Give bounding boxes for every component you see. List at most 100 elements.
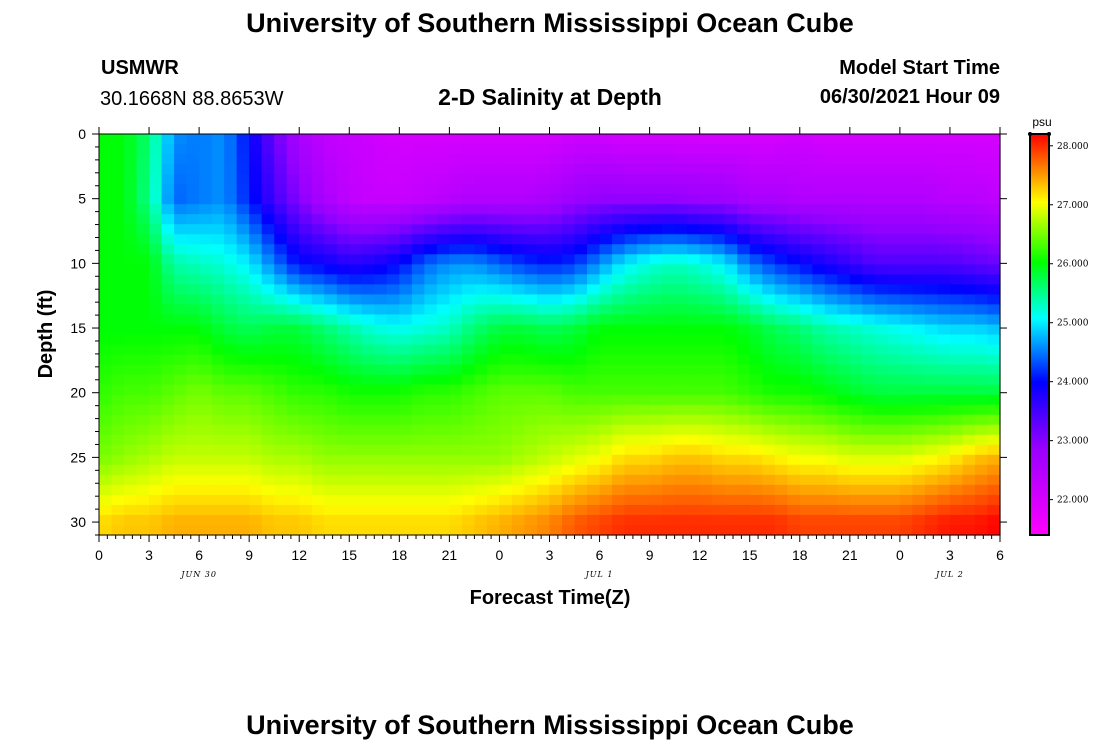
heatmap-cell: [124, 184, 138, 195]
heatmap-cell: [424, 514, 438, 526]
heatmap-cell: [461, 384, 476, 396]
heatmap-cell: [962, 384, 976, 396]
heatmap-cell: [924, 514, 939, 526]
heatmap-cell: [411, 284, 425, 296]
heatmap-cell: [386, 234, 400, 245]
heatmap-cell: [374, 424, 388, 436]
heatmap-cell: [787, 314, 801, 326]
heatmap-cell: [136, 354, 150, 366]
heatmap-cell: [449, 164, 463, 175]
heatmap-cell: [361, 424, 375, 436]
heatmap-cell: [274, 294, 288, 306]
heatmap-cell: [511, 344, 526, 356]
heatmap-cell: [862, 204, 876, 215]
heatmap-cell: [987, 164, 1001, 175]
heatmap-cell: [762, 424, 776, 436]
heatmap-cell: [349, 134, 363, 145]
heatmap-cell: [574, 484, 588, 496]
heatmap-cell: [299, 194, 313, 205]
heatmap-cell: [687, 134, 701, 145]
heatmap-cell: [549, 354, 563, 366]
heatmap-cell: [887, 254, 901, 265]
heatmap-cell: [324, 254, 338, 265]
heatmap-cell: [336, 274, 350, 285]
heatmap-cell: [124, 264, 138, 275]
heatmap-cell: [424, 154, 438, 165]
heatmap-cell: [712, 174, 726, 185]
heatmap-cell: [336, 444, 350, 456]
heatmap-cell: [837, 404, 851, 416]
heatmap-cell: [774, 304, 788, 316]
heatmap-cell: [524, 374, 538, 386]
heatmap-cell: [536, 244, 551, 255]
heatmap-cell: [149, 204, 163, 215]
heatmap-cell: [511, 294, 526, 306]
heatmap-cell: [186, 154, 200, 165]
heatmap-cell: [974, 414, 989, 426]
heatmap-cell: [511, 194, 526, 205]
heatmap-cell: [874, 264, 888, 275]
heatmap-cell: [499, 514, 513, 526]
heatmap-cell: [899, 324, 913, 336]
heatmap-cell: [887, 324, 901, 336]
heatmap-cell: [787, 484, 801, 496]
heatmap-cell: [311, 244, 325, 255]
heatmap-cell: [637, 334, 651, 346]
colorbar: [1029, 133, 1050, 536]
heatmap-cell: [849, 164, 863, 175]
heatmap-cell: [361, 134, 375, 145]
heatmap-cell: [274, 194, 288, 205]
heatmap-cell: [574, 254, 588, 265]
heatmap-cell: [974, 214, 989, 225]
heatmap-cell: [874, 174, 888, 185]
heatmap-cell: [762, 334, 776, 346]
heatmap-cell: [224, 144, 238, 155]
heatmap-cell: [837, 244, 851, 255]
heatmap-cell: [111, 444, 125, 456]
heatmap-cell: [124, 394, 138, 406]
heatmap-cell: [874, 414, 888, 426]
heatmap-cell: [712, 464, 726, 476]
x-tick-label: 3: [546, 547, 554, 563]
heatmap-cell: [899, 414, 913, 426]
heatmap-cell: [637, 274, 651, 285]
heatmap-cell: [899, 224, 913, 235]
heatmap-cell: [862, 454, 876, 466]
heatmap-cell: [361, 224, 375, 235]
heatmap-cell: [937, 444, 951, 456]
heatmap-cell: [349, 354, 363, 366]
heatmap-cell: [799, 214, 813, 225]
heatmap-cell: [974, 154, 989, 165]
heatmap-cell: [774, 254, 788, 265]
heatmap-cell: [511, 224, 526, 235]
heatmap-cell: [99, 434, 113, 446]
heatmap-cell: [186, 484, 200, 496]
heatmap-cell: [862, 294, 876, 306]
heatmap-cell: [236, 464, 250, 476]
heatmap-cell: [762, 384, 776, 396]
heatmap-cell: [211, 494, 225, 506]
heatmap-cell: [149, 154, 163, 165]
heatmap-cell: [549, 524, 563, 536]
heatmap-cell: [674, 374, 688, 386]
heatmap-cell: [149, 244, 163, 255]
heatmap-cell: [274, 364, 288, 376]
heatmap-cell: [962, 184, 976, 195]
heatmap-cell: [286, 434, 300, 446]
heatmap-cell: [624, 294, 638, 306]
heatmap-cell: [562, 324, 576, 336]
heatmap-cell: [299, 454, 313, 466]
heatmap-cell: [712, 404, 726, 416]
heatmap-cell: [674, 194, 688, 205]
heatmap-cell: [524, 414, 538, 426]
heatmap-cell: [724, 524, 738, 536]
heatmap-cell: [812, 334, 826, 346]
heatmap-cell: [799, 244, 813, 255]
heatmap-cell: [249, 174, 263, 185]
heatmap-cell: [511, 304, 526, 316]
heatmap-cell: [712, 194, 726, 205]
heatmap-cell: [912, 484, 926, 496]
heatmap-cell: [386, 354, 400, 366]
heatmap-cell: [549, 144, 563, 155]
heatmap-cell: [699, 444, 713, 456]
